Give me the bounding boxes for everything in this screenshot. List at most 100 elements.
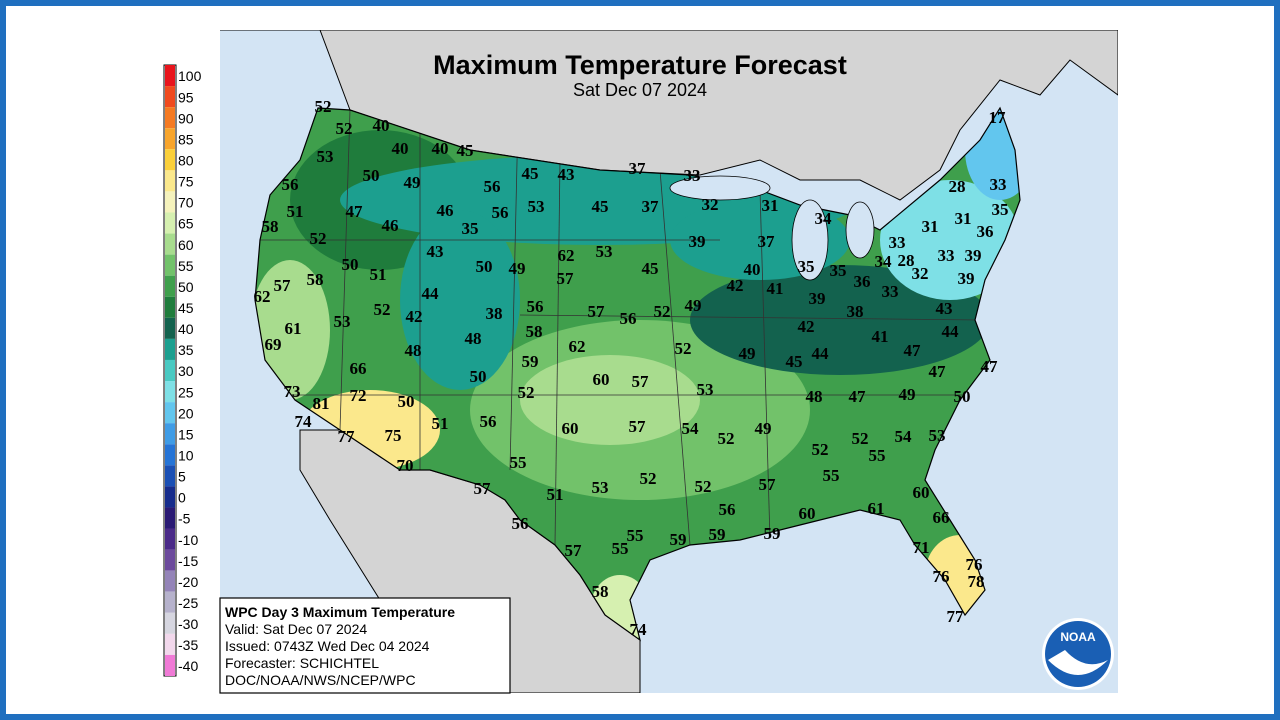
temperature-label: 49	[404, 173, 421, 192]
temperature-label: 40	[373, 116, 390, 135]
temperature-label: 62	[569, 337, 586, 356]
temperature-label: 40	[744, 260, 761, 279]
temperature-label: 57	[474, 479, 492, 498]
temperature-label: 56	[484, 177, 501, 196]
legend-label: 80	[178, 153, 194, 169]
temperature-label: 57	[588, 302, 606, 321]
legend-swatch	[165, 528, 175, 550]
legend-swatch	[165, 107, 175, 129]
temperature-label: 42	[798, 317, 815, 336]
temperature-label: 58	[307, 270, 324, 289]
temperature-label: 56	[512, 514, 529, 533]
legend-swatch	[165, 507, 175, 529]
legend-swatch	[165, 317, 175, 339]
temperature-label: 52	[640, 469, 657, 488]
legend-swatch	[165, 212, 175, 234]
temperature-label: 76	[933, 567, 950, 586]
legend-swatch	[165, 549, 175, 571]
temperature-label: 48	[405, 341, 422, 360]
temperature-label: 59	[709, 525, 726, 544]
temperature-label: 62	[254, 287, 271, 306]
temperature-label: 52	[852, 429, 869, 448]
temperature-label: 55	[510, 453, 527, 472]
temperature-label: 52	[718, 429, 735, 448]
temperature-label: 35	[462, 219, 479, 238]
temperature-label: 61	[285, 319, 302, 338]
info-line: Forecaster: SCHICHTEL	[225, 655, 379, 671]
temperature-label: 60	[913, 483, 930, 502]
legend-label: -25	[178, 595, 198, 611]
temperature-label: 55	[612, 539, 629, 558]
legend-label: 30	[178, 363, 194, 379]
temperature-label: 51	[370, 265, 387, 284]
temperature-label: 35	[830, 261, 847, 280]
temperature-label: 54	[682, 419, 700, 438]
temperature-label: 46	[437, 201, 454, 220]
temperature-label: 61	[868, 499, 885, 518]
temperature-label: 56	[719, 500, 736, 519]
temperature-label: 40	[392, 139, 409, 158]
legend-swatch	[165, 591, 175, 613]
temperature-label: 34	[875, 252, 893, 271]
temperature-label: 57	[274, 276, 292, 295]
legend-label: 10	[178, 447, 194, 463]
temperature-label: 49	[899, 385, 916, 404]
temperature-label: 58	[262, 217, 279, 236]
temperature-label: 49	[755, 419, 772, 438]
logo-text: NOAA	[1060, 630, 1096, 644]
temperature-label: 66	[350, 359, 367, 378]
temperature-label: 50	[398, 392, 415, 411]
temperature-label: 60	[593, 370, 610, 389]
legend-label: -20	[178, 574, 198, 590]
temperature-label: 73	[284, 382, 301, 401]
legend-swatch	[165, 65, 175, 87]
info-line: DOC/NOAA/NWS/NCEP/WPC	[225, 672, 416, 688]
legend-swatch	[165, 233, 175, 255]
temperature-label: 53	[592, 478, 609, 497]
legend-swatch	[165, 654, 175, 676]
temperature-label: 47	[981, 357, 999, 376]
legend-label: -30	[178, 616, 198, 632]
legend-swatch	[165, 402, 175, 424]
temperature-label: 47	[929, 362, 947, 381]
legend-swatch	[165, 381, 175, 403]
temperature-label: 59	[764, 524, 781, 543]
legend-label: -15	[178, 553, 198, 569]
temperature-label: 37	[629, 159, 647, 178]
temperature-label: 56	[492, 203, 509, 222]
temperature-label: 72	[350, 386, 367, 405]
title: Maximum Temperature Forecast	[433, 50, 847, 80]
legend-swatch	[165, 275, 175, 297]
temperature-label: 38	[847, 302, 864, 321]
legend-swatch	[165, 338, 175, 360]
temperature-label: 57	[632, 372, 650, 391]
info-box	[219, 597, 511, 694]
temperature-label: 52	[654, 302, 671, 321]
temperature-label: 53	[697, 380, 714, 399]
temperature-label: 54	[895, 427, 913, 446]
temperature-label: 52	[374, 300, 391, 319]
temperature-label: 43	[936, 299, 953, 318]
temperature-label: 28	[949, 177, 966, 196]
legend-swatch	[165, 296, 175, 318]
legend-label: 40	[178, 321, 194, 337]
temperature-label: 28	[898, 251, 915, 270]
legend-label: -5	[178, 511, 191, 527]
temperature-label: 39	[689, 232, 706, 251]
temperature-label: 37	[758, 232, 776, 251]
temperature-label: 41	[872, 327, 889, 346]
legend-label: 50	[178, 279, 194, 295]
legend-label: -40	[178, 658, 198, 674]
legend-swatch	[165, 633, 175, 655]
legend-swatch	[165, 612, 175, 634]
legend-swatch	[165, 149, 175, 171]
temperature-label: 33	[882, 282, 899, 301]
temperature-label: 57	[565, 541, 583, 560]
legend-label: 100	[178, 68, 202, 84]
temperature-label: 52	[518, 383, 535, 402]
temperature-label: 50	[470, 367, 487, 386]
legend-swatch	[165, 86, 175, 108]
temperature-label: 41	[767, 279, 784, 298]
legend-label: 95	[178, 89, 194, 105]
